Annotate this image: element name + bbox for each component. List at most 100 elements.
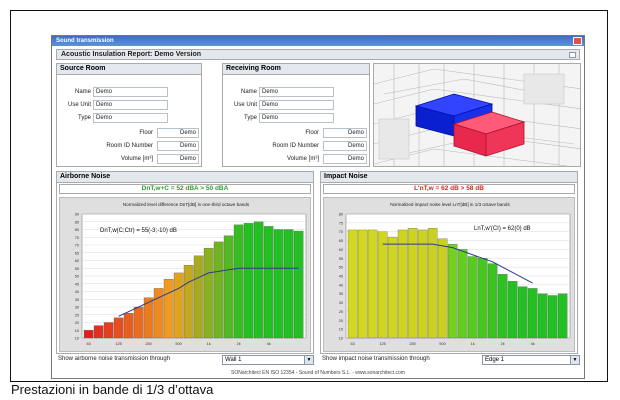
receiving-room-panel: Receiving Room Name Demo Use Unit Demo T… — [222, 63, 370, 167]
y-tick-label: 30 — [75, 306, 79, 310]
report-header: Acoustic Insulation Report: Demo Version — [56, 49, 580, 60]
airborne-chart-svg: Normalized level difference DnT[dB] in o… — [75, 202, 307, 346]
chevron-down-icon[interactable]: ▼ — [570, 356, 579, 364]
bar — [447, 243, 458, 339]
y-tick-label: 60 — [75, 259, 79, 263]
y-tick-label: 55 — [339, 257, 343, 261]
airborne-path-dropdown[interactable]: Wall 1 ▼ — [222, 355, 314, 365]
y-tick-label: 80 — [75, 228, 79, 232]
y-tick-label: 45 — [75, 282, 79, 286]
source-volume-field[interactable]: Demo — [157, 154, 199, 164]
x-tick-label: 125 — [379, 342, 385, 346]
bar — [517, 286, 528, 339]
building-3d-view[interactable] — [373, 63, 581, 167]
source-type-field[interactable]: Demo — [93, 113, 168, 123]
receiving-type-field[interactable]: Demo — [259, 113, 334, 123]
y-tick-label: 10 — [339, 337, 343, 341]
x-tick-label: 250 — [145, 342, 151, 346]
bar — [123, 313, 134, 339]
title-bar: Sound transmission — [52, 36, 584, 46]
bar — [497, 274, 508, 339]
y-tick-label: 30 — [339, 301, 343, 305]
receiving-room-id-field[interactable]: Demo — [323, 141, 367, 151]
bar — [143, 297, 154, 339]
print-icon[interactable] — [569, 52, 576, 58]
chart-title: Normalized impact noise level LnT[dB] in… — [390, 202, 510, 207]
bar — [357, 229, 368, 339]
source-floor-field[interactable]: Demo — [157, 128, 199, 138]
source-room-header: Source Room — [57, 64, 201, 75]
impact-path-dropdown[interactable]: Edge 1 ▼ — [482, 355, 580, 365]
slide-caption: Prestazioni in bande di 1/3 d’ottava — [11, 382, 214, 397]
name-label: Name — [240, 89, 257, 95]
source-room-id-field[interactable]: Demo — [157, 141, 199, 151]
y-tick-label: 90 — [75, 213, 79, 217]
source-use-unit-field[interactable]: Demo — [93, 100, 168, 110]
y-tick-label: 20 — [75, 321, 79, 325]
y-tick-label: 70 — [339, 230, 343, 234]
impact-path-value: Edge 1 — [485, 357, 505, 363]
y-tick-label: 55 — [75, 267, 79, 271]
y-tick-label: 35 — [339, 292, 343, 296]
volume-label: Volume [m³] — [286, 156, 319, 162]
volume-label: Volume [m³] — [120, 156, 153, 162]
airborne-result: DnT,w+C = 52 dBA > 50 dBA — [59, 184, 311, 194]
rating-annotation: DnT,w(C;Ctr) = 55(-3;-10) dB — [100, 228, 177, 234]
reference-curve — [382, 243, 533, 284]
bar — [417, 229, 428, 339]
bar — [113, 317, 124, 339]
bar — [223, 235, 234, 339]
bar — [233, 224, 244, 339]
receiving-floor-field[interactable]: Demo — [323, 128, 367, 138]
bar — [507, 281, 518, 339]
bar — [183, 265, 194, 339]
y-tick-label: 15 — [75, 329, 79, 333]
bar — [427, 228, 438, 339]
impact-chart-svg: Normalized impact noise level LnT[dB] in… — [339, 202, 571, 346]
bar — [283, 229, 294, 339]
x-tick-label: 1k — [207, 342, 211, 346]
impact-noise-panel: Impact Noise L'nT,w = 62 dB > 58 dB Norm… — [320, 171, 578, 354]
receiving-volume-field[interactable]: Demo — [323, 154, 367, 164]
impact-result: L'nT,w = 62 dB > 58 dB — [323, 184, 575, 194]
x-tick-label: 4k — [267, 342, 271, 346]
use-unit-label: Use Unit — [233, 102, 257, 108]
source-name-field[interactable]: Demo — [93, 87, 168, 97]
window-title: Sound transmission — [56, 38, 114, 44]
y-tick-label: 70 — [75, 244, 79, 248]
bar — [397, 229, 408, 339]
x-tick-label: 63 — [350, 342, 354, 346]
bar — [457, 249, 468, 339]
bar — [213, 241, 224, 339]
y-tick-label: 65 — [339, 239, 343, 243]
bar — [477, 258, 488, 339]
bar — [193, 255, 204, 339]
bar — [537, 293, 548, 339]
rating-annotation: LnT,w'(CI) = 62(0) dB — [474, 226, 531, 232]
y-tick-label: 20 — [339, 319, 343, 323]
y-tick-label: 25 — [75, 313, 79, 317]
bar — [407, 228, 418, 339]
bar — [103, 322, 114, 339]
y-tick-label: 35 — [75, 298, 79, 302]
bar — [263, 226, 274, 339]
close-button[interactable] — [573, 37, 582, 45]
bar — [467, 256, 478, 339]
use-unit-label: Use Unit — [67, 102, 91, 108]
y-tick-label: 80 — [339, 213, 343, 217]
footer-credits: SONarchitect EN ISO 12354 - Sound of Num… — [231, 370, 405, 376]
impact-noise-header: Impact Noise — [321, 172, 577, 183]
receiving-name-field[interactable]: Demo — [259, 87, 334, 97]
name-label: Name — [74, 89, 91, 95]
y-tick-label: 75 — [75, 236, 79, 240]
bar — [293, 230, 304, 339]
floor-label: Floor — [305, 130, 319, 136]
receiving-use-unit-field[interactable]: Demo — [259, 100, 334, 110]
bar — [547, 295, 558, 339]
y-tick-label: 45 — [339, 275, 343, 279]
bar — [367, 229, 378, 339]
airborne-noise-header: Airborne Noise — [57, 172, 313, 183]
sound-transmission-window: Sound transmission Acoustic Insulation R… — [51, 35, 585, 379]
bar — [153, 288, 164, 339]
chevron-down-icon[interactable]: ▼ — [304, 356, 313, 364]
